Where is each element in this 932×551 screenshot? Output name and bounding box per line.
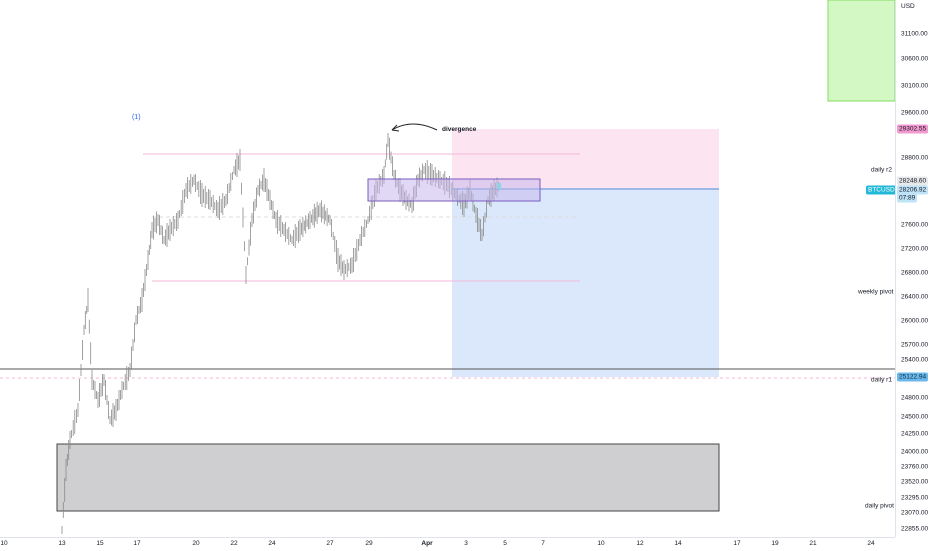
current-price-tag: 28206.92 [897,185,929,195]
currency-label: USD [901,3,915,10]
time-tick-label: 5 [503,540,507,547]
time-tick-label: 22 [230,540,238,547]
r1-price-tag: 25122.94 [897,372,929,382]
divergence-arrow [391,123,438,131]
time-tick-label: 15 [96,540,104,547]
wave-label[interactable]: (1) [132,114,141,121]
price-tick-label: 24250.00 [901,430,929,438]
stop-loss-price-tag: 29302.55 [897,124,929,134]
price-tick-label: 23295.00 [901,494,929,502]
time-tick-label: 17 [133,540,141,547]
price-tick-label: 23520.00 [901,478,929,486]
price-tick-label: 26800.00 [901,269,929,277]
price-tick-label: 24800.00 [901,394,929,402]
divergence-label: divergence [442,126,477,133]
price-tick-label: 26000.00 [901,317,929,325]
price-tick-label: 22855.00 [901,525,929,533]
price-tick-label: 23070.00 [901,509,929,517]
price-tick-label: 24500.00 [901,413,929,421]
time-tick-label: 21 [809,540,817,547]
price-tick-label: 25700.00 [901,341,929,349]
price-tick-label: 29600.00 [901,109,929,117]
countdown-tag: 07:89 [897,193,918,203]
price-chart[interactable]: divergence (1) [0,0,895,537]
price-axis[interactable]: USD 31100.0030600.0030100.0029600.002920… [895,0,932,537]
time-tick-label: 10 [0,540,8,547]
target-zone-box[interactable] [827,0,895,102]
weekly-pivot-label: weekly pivot [858,288,894,296]
time-tick-label: 24 [867,540,875,547]
price-tick-label: 27600.00 [901,221,929,229]
demand-zone-box[interactable] [56,443,720,512]
price-tick-label: 26400.00 [901,293,929,301]
time-tick-label: 7 [541,540,545,547]
time-tick-label: 17 [733,540,741,547]
daily-r2-label: daily r2 [871,166,892,174]
daily-pivot-label: daily pivot [865,502,894,510]
time-tick-label: 10 [597,540,605,547]
price-tick-label: 24000.00 [901,448,929,456]
time-tick-label: 24 [268,540,276,547]
daily-r1-label: daily r1 [871,376,892,384]
price-tick-label: 23760.00 [901,463,929,471]
time-tick-label: 12 [636,540,644,547]
time-tick-label: 20 [192,540,200,547]
time-tick-label: 29 [365,540,373,547]
symbol-tag: BTCUSD [866,185,895,195]
last-price-marker [497,183,501,189]
time-tick-label: 13 [58,540,66,547]
candlestick-series [61,133,499,534]
price-tick-label: 30600.00 [901,55,929,63]
time-axis[interactable]: 10 13 15 17 20 22 24 27 29 Apr 3 5 7 10 12 14 17 19 21 24 [0,537,895,551]
time-tick-label: 19 [771,540,779,547]
arrow-head-icon [391,124,400,132]
consolidation-box[interactable] [367,178,541,202]
time-tick-label: 3 [464,540,468,547]
r2-price-tag: 28248.60 [897,176,929,186]
take-profit-zone[interactable] [452,189,719,377]
price-tick-label: 27200.00 [901,245,929,253]
price-tick-label: 30100.00 [901,82,929,90]
price-tick-label: 25400.00 [901,356,929,364]
price-tick-label: 31100.00 [901,30,928,38]
time-tick-label: 27 [326,540,334,547]
chart-canvas[interactable]: divergence (1) daily r2 weekly pivot dai… [0,0,895,537]
time-tick-label: Apr [421,540,433,547]
time-tick-label: 14 [674,540,682,547]
price-tick-label: 28800.00 [901,154,929,162]
